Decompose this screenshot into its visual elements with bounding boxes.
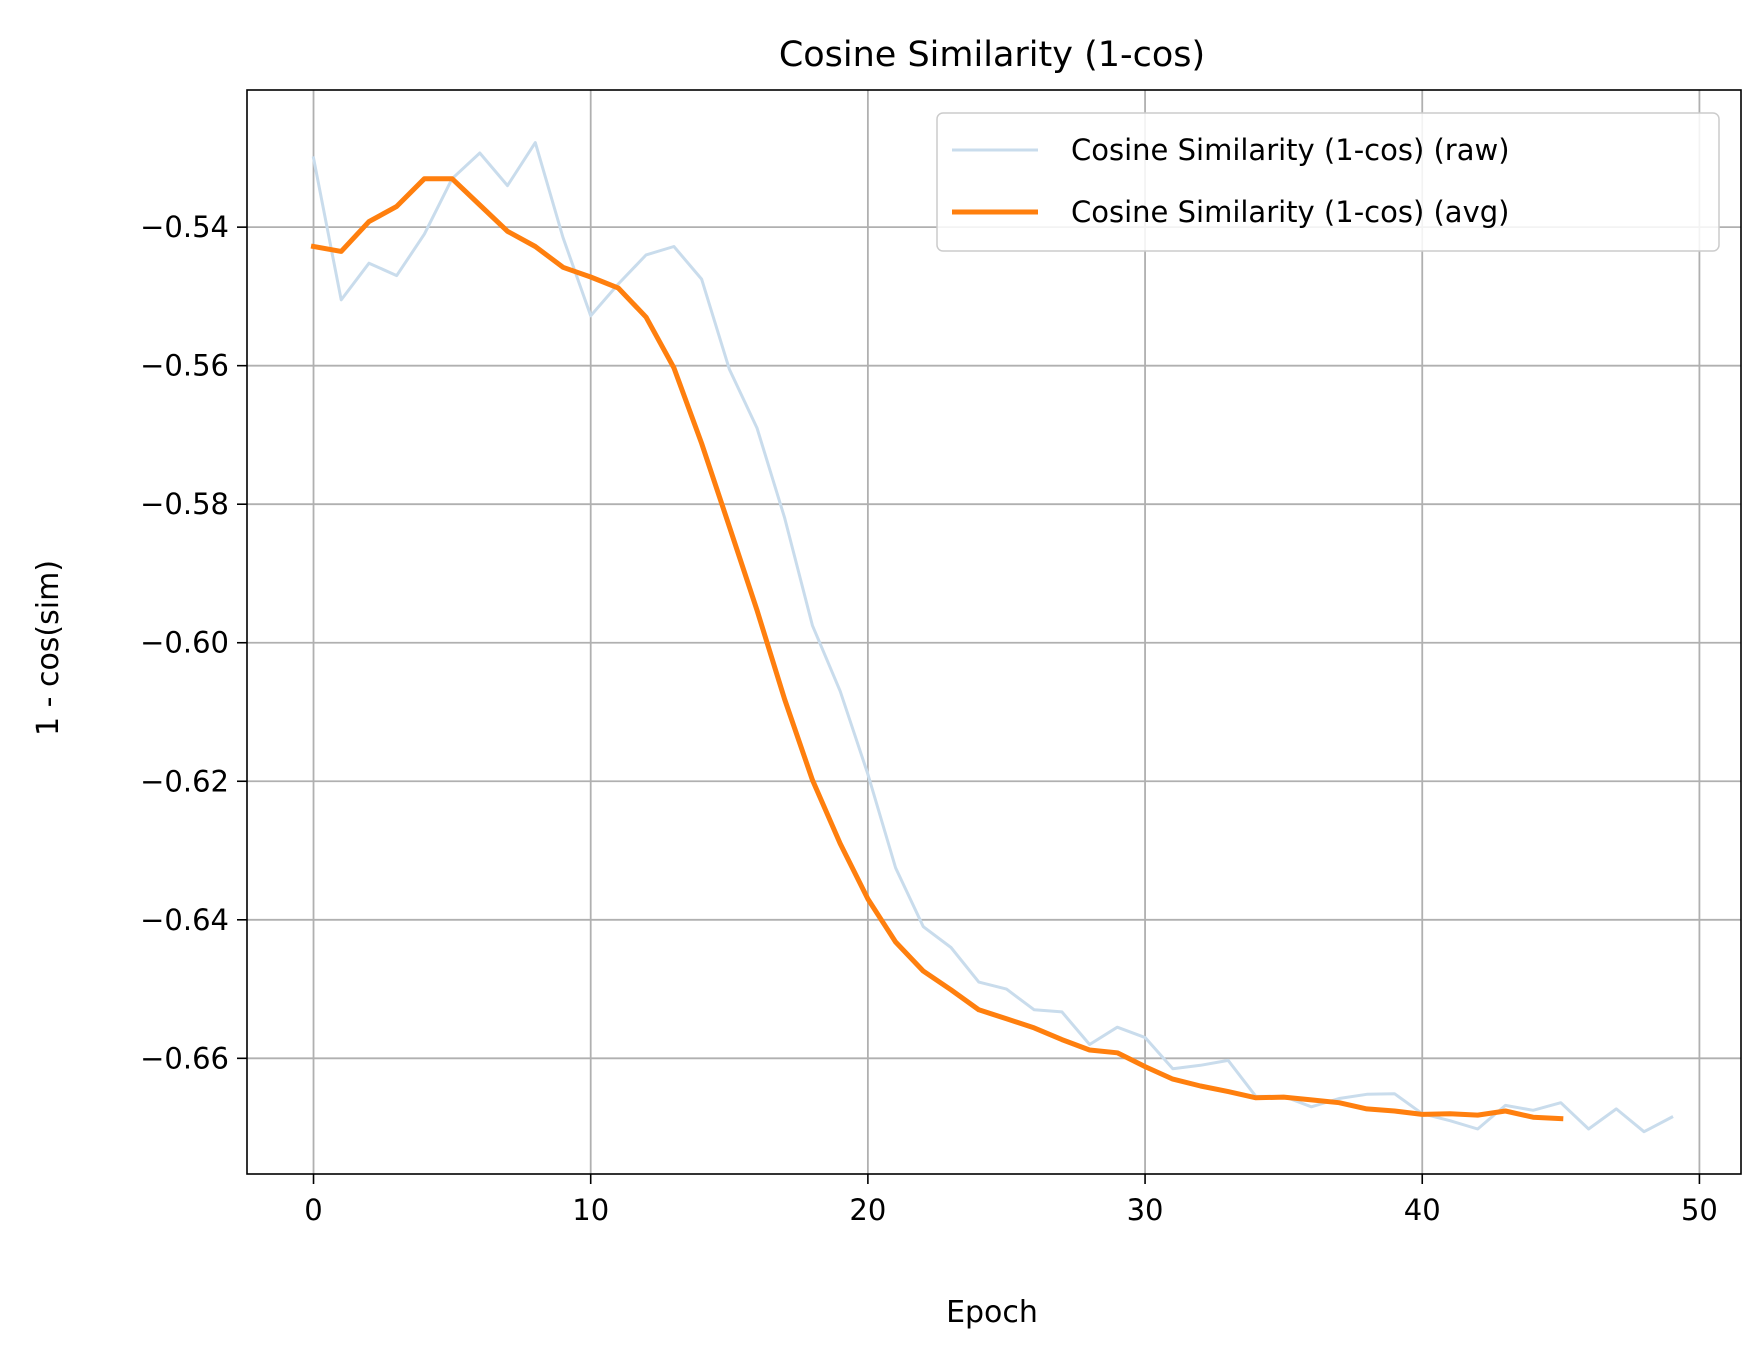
series-layer [310, 141, 1674, 1134]
series-line-avg [310, 176, 1564, 1122]
axes-frame [246, 89, 1742, 1175]
legend-label-avg: Cosine Similarity (1-cos) (avg) [1071, 195, 1509, 229]
y-tick-label: −0.56 [140, 349, 229, 383]
x-tick-label: 40 [1404, 1193, 1441, 1227]
chart-title: Cosine Similarity (1-cos) [779, 35, 1205, 75]
x-tick-label: 0 [304, 1193, 322, 1227]
legend: Cosine Similarity (1-cos) (raw) Cosine S… [936, 112, 1720, 252]
y-tick-label: −0.62 [140, 764, 229, 798]
y-tick-label: −0.60 [140, 626, 229, 660]
x-tick-label: 10 [572, 1193, 609, 1227]
y-tick-label: −0.66 [140, 1041, 229, 1075]
x-tick-label: 50 [1681, 1193, 1718, 1227]
y-tick-label: −0.64 [140, 903, 229, 937]
x-tick-label: 30 [1127, 1193, 1164, 1227]
grid [247, 90, 1741, 1174]
x-tick-label: 20 [849, 1193, 886, 1227]
y-axis-label: 1 - cos(sim) [31, 560, 66, 736]
x-axis-label: Epoch [946, 1295, 1038, 1330]
series-line-raw [311, 141, 1674, 1134]
x-axis-ticks: 0 10 20 30 40 50 [304, 1174, 1718, 1227]
legend-box [936, 112, 1720, 252]
y-tick-label: −0.58 [140, 487, 229, 521]
legend-label-raw: Cosine Similarity (1-cos) (raw) [1071, 133, 1510, 167]
y-tick-label: −0.54 [140, 210, 229, 244]
y-axis-ticks: −0.66 −0.64 −0.62 −0.60 −0.58 −0.56 −0.54 [140, 210, 247, 1075]
